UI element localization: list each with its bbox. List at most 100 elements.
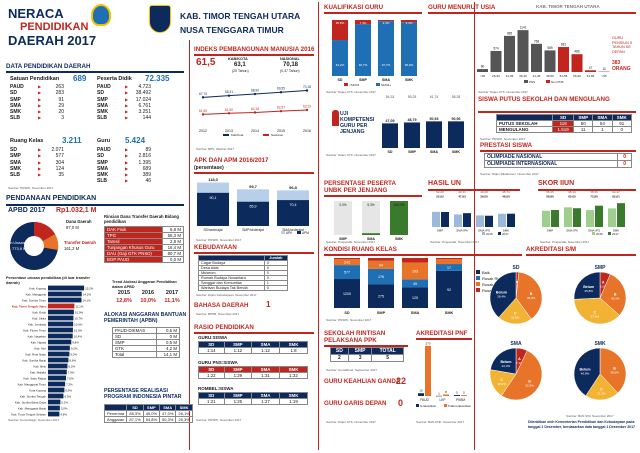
pie-value-label: 21,6% — [511, 316, 520, 320]
pie-slice-label: Belum — [580, 368, 591, 372]
x-tick-label: SMK — [405, 78, 413, 82]
data-label: 47 — [589, 66, 593, 70]
pie-value-label: 25,8% — [584, 289, 593, 293]
bar — [454, 395, 460, 396]
data-label: 47,93 — [458, 195, 466, 199]
table-cell: 1:12 — [223, 347, 253, 354]
data-point — [201, 96, 205, 99]
kv-value: 3.251 — [138, 109, 151, 116]
section-title-rasio: RASIO PENDIDIKAN — [194, 324, 254, 331]
pie-slice-label: Belum — [583, 285, 594, 289]
ukg-bar-chart: 54,33 47,09 SD 59,25 48,79 SMP 61,74 50,93 SMA 58… — [382, 95, 464, 154]
apbd-value: Rp1.032,1 M — [56, 207, 97, 214]
rasio-guru-siswa-table: SD SMP SMA SMK 1:14 1:12 1:12 1:8 — [198, 341, 308, 354]
data-label: 176 — [378, 275, 384, 279]
x-tick-label: >65 — [601, 74, 606, 78]
kv-label: SD — [10, 90, 17, 97]
bar-segment — [334, 258, 360, 260]
pie-slice-label: B — [528, 380, 531, 384]
data-label: 50,96 — [452, 117, 461, 121]
x-tick-label: 2014 — [251, 129, 259, 133]
pie-title: SMA — [510, 341, 522, 347]
x-tick-label: SMA/sederajat — [282, 228, 304, 232]
pie-slice-label: B — [614, 293, 617, 297]
bar-below-s1 — [401, 20, 417, 23]
bar — [48, 327, 73, 333]
bar-segment — [402, 279, 428, 288]
kv-label: PAUD — [10, 84, 24, 90]
kv-value: 20 — [58, 109, 64, 116]
table-cell: 50,3% — [159, 416, 177, 423]
data-label: 2,3% — [383, 21, 390, 25]
arrow-right-icon: ▶ — [125, 96, 129, 102]
table-cell: 14,1 M — [155, 351, 181, 358]
dana-daerah-value: 97,0 M — [66, 225, 79, 230]
kv-label: SMK — [97, 109, 109, 116]
data-point — [279, 109, 283, 113]
pie-value-label: 52,3% — [525, 384, 534, 388]
arrow-right-icon: ▶ — [125, 153, 129, 159]
bar-category-label: Kab. Sumba Barat Daya — [15, 401, 47, 405]
table-header-cell: SD — [330, 347, 349, 355]
table-cell: 3 — [347, 354, 373, 362]
kv-value: 144 — [142, 115, 151, 122]
data-label: 62,67 — [277, 106, 285, 110]
kv-row: SD ▶ 2.071 — [10, 147, 64, 153]
section-title-ipm: INDEKS PEMBANGUNAN MANUSIA 2016 — [194, 46, 315, 53]
kv-value: 17.024 — [135, 96, 151, 103]
data-label: 68,90 — [251, 89, 259, 93]
x-tick-label: SMA IPA — [456, 229, 468, 233]
pie-slice — [573, 271, 601, 300]
legend-swatch — [281, 231, 285, 234]
kv-label: SLB — [10, 172, 20, 179]
section-title-pendanaan: PENDANAAN PENDIDIKAN — [6, 195, 97, 202]
kv-label: SD — [10, 147, 17, 153]
bar — [463, 213, 471, 227]
arrow-right-icon: ▶ — [125, 102, 129, 108]
ruang-title: Ruang Kelas — [10, 138, 44, 144]
pie-title: SD — [513, 265, 520, 271]
x-tick-label: SMK — [445, 311, 454, 315]
kv-label: SMA — [97, 165, 109, 172]
bar-value-label: 8,6% — [69, 359, 76, 363]
kv-row: PAUD ▶ 4.723 — [97, 84, 151, 90]
bar — [585, 70, 596, 72]
pie-slice — [515, 271, 543, 320]
bar-category-label: Kab. Timor Tengah Utara — [12, 305, 46, 309]
guru-title: Guru — [97, 138, 111, 144]
pie-value-label: 7,1% — [516, 361, 523, 365]
bar-category-label: Kab. Nagekeo — [28, 335, 47, 339]
guru-list: PAUD ▶ 89 SD ▶ 2.816 SMP ▶ 1.395 SMA ▶ 689 SMK ▶ 389 SL… — [97, 147, 151, 185]
bar — [418, 393, 424, 396]
bar-segment — [368, 268, 394, 285]
bar-below-s1 — [378, 20, 394, 22]
x-tick-label: SD — [344, 311, 350, 315]
data-label: 577 — [344, 271, 350, 275]
section-title-kualifikasi: KUALIFIKASI GURU — [324, 4, 384, 11]
table-cell: 1:25 — [223, 398, 253, 405]
x-tick-label: 61-65 — [587, 74, 595, 78]
column-divider — [318, 2, 319, 450]
bantuan-table: PAUD-DIKMAS 0,5 M SD 0 M SMP 0,5 M GTK 4,2 M Tot… — [112, 327, 181, 358]
bar-segment — [334, 259, 360, 266]
arrow-right-icon: ▶ — [125, 84, 129, 89]
bar — [48, 381, 66, 387]
bar-category-label: Kab. Ngada — [31, 341, 47, 345]
kv-row: SLB ▶ 144 — [97, 115, 151, 121]
data-label: 61,90 — [225, 108, 233, 112]
x-tick-label: SMK — [613, 229, 620, 233]
legend-label: APK — [286, 231, 293, 235]
data-label: 47,09 — [386, 119, 395, 123]
bar — [48, 387, 65, 393]
bar — [531, 43, 542, 72]
table-cell: 1:19 — [279, 398, 308, 405]
bar-value-label: 6,9% — [65, 389, 72, 393]
legend-label: Nasional — [271, 133, 283, 137]
table-cell: 5 — [371, 354, 404, 362]
bar-value-label: 7,9% — [68, 371, 75, 375]
data-label: 58,80 — [546, 195, 554, 199]
data-label: 574 — [493, 46, 499, 50]
data-label-nasional: 59,25 — [408, 95, 417, 99]
table-cell: 1 — [592, 126, 613, 133]
arrow-right-icon: ▶ — [38, 96, 42, 102]
